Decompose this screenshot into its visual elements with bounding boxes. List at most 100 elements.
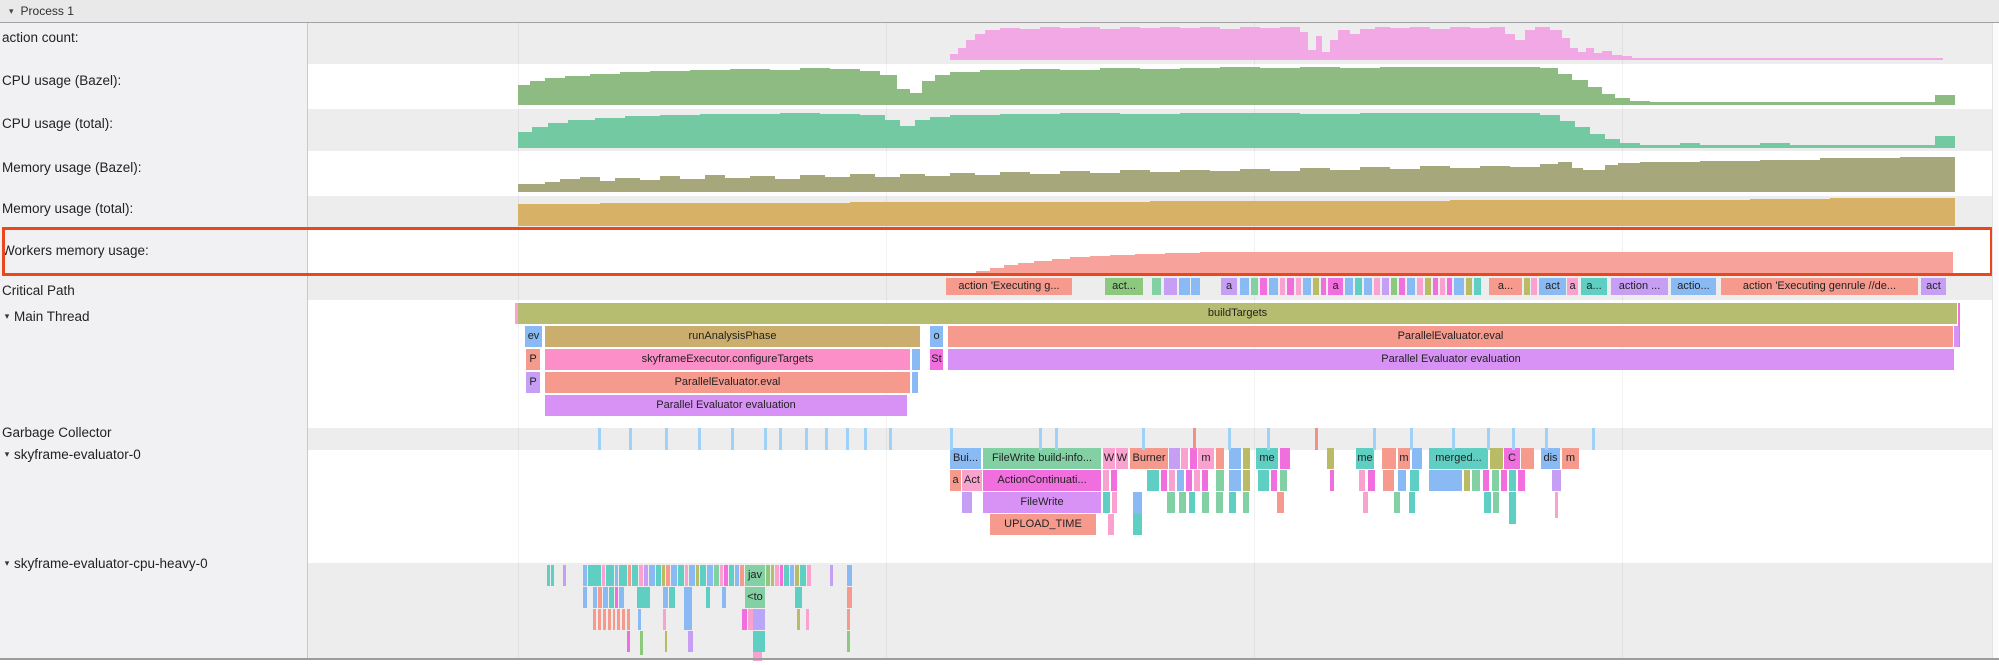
- skyframe-evaluator-cpu-heavy-0-span[interactable]: [628, 565, 631, 586]
- skyframe-evaluator-cpu-heavy-0-span[interactable]: [593, 609, 596, 630]
- track-label-skyframe-evaluator-0[interactable]: ▾ skyframe-evaluator-0: [0, 446, 300, 462]
- track-label-memory-usage-bazel[interactable]: Memory usage (Bazel):: [0, 159, 300, 175]
- skyframe-evaluator-0-span[interactable]: m: [1198, 448, 1214, 469]
- skyframe-evaluator-0-span[interactable]: [1177, 470, 1184, 491]
- skyframe-evaluator-cpu-heavy-0-span[interactable]: [632, 565, 638, 586]
- track-label-cpu-usage-bazel[interactable]: CPU usage (Bazel):: [0, 72, 300, 88]
- skyframe-evaluator-cpu-heavy-0-span[interactable]: [606, 565, 614, 586]
- skyframe-evaluator-cpu-heavy-0-span[interactable]: [775, 565, 779, 586]
- critical-path-span[interactable]: [1251, 278, 1258, 295]
- track-label-skyframe-evaluator-cpu-heavy-0[interactable]: ▾ skyframe-evaluator-cpu-heavy-0: [0, 555, 300, 571]
- gc-tick[interactable]: [1410, 428, 1413, 450]
- critical-path-span[interactable]: a...: [1489, 278, 1522, 295]
- critical-path-span[interactable]: action ...: [1611, 278, 1668, 295]
- track-label-garbage-collector[interactable]: Garbage Collector: [0, 424, 300, 440]
- critical-path-span[interactable]: [1364, 278, 1372, 295]
- critical-path-span[interactable]: [1474, 278, 1481, 295]
- skyframe-evaluator-cpu-heavy-0-span[interactable]: [615, 565, 618, 586]
- skyframe-evaluator-cpu-heavy-0-span[interactable]: [753, 631, 765, 652]
- skyframe-evaluator-cpu-heavy-0-span[interactable]: [847, 631, 850, 652]
- skyframe-evaluator-cpu-heavy-0-span[interactable]: [619, 587, 624, 608]
- vertical-scrollbar[interactable]: [1992, 23, 1999, 658]
- skyframe-evaluator-cpu-heavy-0-span[interactable]: [748, 609, 753, 630]
- critical-path-span[interactable]: action 'Executing genrule //de...: [1721, 278, 1918, 295]
- cpu-usage-total-chart[interactable]: [0, 109, 1999, 150]
- skyframe-evaluator-cpu-heavy-0-span[interactable]: [722, 587, 726, 608]
- skyframe-evaluator-cpu-heavy-0-span[interactable]: [689, 565, 695, 586]
- skyframe-evaluator-0-span[interactable]: [1229, 448, 1241, 469]
- skyframe-evaluator-cpu-heavy-0-span[interactable]: [603, 587, 608, 608]
- main-thread-span[interactable]: ParallelEvaluator.eval: [545, 372, 910, 393]
- critical-path-span[interactable]: [1391, 278, 1397, 295]
- skyframe-evaluator-cpu-heavy-0-span[interactable]: [797, 609, 800, 630]
- skyframe-evaluator-0-span[interactable]: [1472, 470, 1480, 491]
- gc-tick[interactable]: [698, 428, 701, 450]
- track-label-cpu-usage-total[interactable]: CPU usage (total):: [0, 115, 300, 131]
- critical-path-span[interactable]: [1260, 278, 1267, 295]
- skyframe-evaluator-0-span[interactable]: [1179, 492, 1186, 513]
- critical-path-span[interactable]: [1303, 278, 1311, 295]
- gc-tick[interactable]: [1487, 428, 1490, 450]
- skyframe-evaluator-cpu-heavy-0-span[interactable]: [669, 587, 675, 608]
- skyframe-evaluator-0-span[interactable]: [1280, 448, 1290, 469]
- skyframe-evaluator-0-span[interactable]: [1327, 448, 1334, 469]
- skyframe-evaluator-0-span[interactable]: [1147, 470, 1159, 491]
- skyframe-evaluator-cpu-heavy-0-span[interactable]: [720, 565, 723, 586]
- skyframe-evaluator-0-span[interactable]: [1216, 492, 1223, 513]
- skyframe-evaluator-cpu-heavy-0-span[interactable]: [800, 565, 806, 586]
- skyframe-evaluator-0-span[interactable]: [1111, 470, 1117, 491]
- critical-path-span[interactable]: [1425, 278, 1431, 295]
- critical-path-span[interactable]: [1313, 278, 1319, 295]
- track-label-memory-usage-total[interactable]: Memory usage (total):: [0, 200, 300, 216]
- skyframe-evaluator-cpu-heavy-0-span[interactable]: [615, 587, 618, 608]
- critical-path-span[interactable]: [1433, 278, 1438, 295]
- skyframe-evaluator-0-span[interactable]: [1383, 470, 1394, 491]
- skyframe-evaluator-cpu-heavy-0-span[interactable]: [706, 587, 710, 608]
- skyframe-evaluator-0-span[interactable]: [1493, 492, 1499, 513]
- skyframe-evaluator-cpu-heavy-0-span[interactable]: [662, 565, 665, 586]
- skyframe-evaluator-cpu-heavy-0-span[interactable]: [847, 609, 850, 630]
- skyframe-evaluator-0-span[interactable]: ActionContinuati...: [983, 470, 1101, 491]
- critical-path-span[interactable]: a: [1221, 278, 1237, 295]
- skyframe-evaluator-0-span[interactable]: [1363, 492, 1368, 513]
- skyframe-evaluator-cpu-heavy-0-span[interactable]: [563, 565, 566, 586]
- skyframe-evaluator-0-span[interactable]: [1202, 470, 1208, 491]
- skyframe-evaluator-0-span[interactable]: UPLOAD_TIME: [990, 514, 1096, 535]
- main-thread-span[interactable]: ParallelEvaluator.eval: [948, 326, 1953, 347]
- skyframe-evaluator-cpu-heavy-0-span[interactable]: [609, 587, 614, 608]
- skyframe-evaluator-0-span[interactable]: Burner: [1130, 448, 1168, 469]
- critical-path-span[interactable]: [1447, 278, 1452, 295]
- gc-tick[interactable]: [864, 428, 867, 450]
- skyframe-evaluator-0-span[interactable]: [1521, 448, 1534, 469]
- skyframe-evaluator-0-span[interactable]: [1429, 470, 1462, 491]
- gc-tick[interactable]: [846, 428, 849, 450]
- skyframe-evaluator-0-span[interactable]: [1492, 470, 1499, 491]
- skyframe-evaluator-cpu-heavy-0-span[interactable]: [663, 587, 668, 608]
- skyframe-evaluator-0-span[interactable]: [1229, 470, 1241, 491]
- skyframe-evaluator-0-span[interactable]: [1509, 470, 1516, 491]
- collapse-arrow-icon[interactable]: ▾: [4, 310, 10, 321]
- skyframe-evaluator-cpu-heavy-0-span[interactable]: [678, 565, 684, 586]
- skyframe-evaluator-cpu-heavy-0-span[interactable]: [742, 609, 747, 630]
- skyframe-evaluator-0-span[interactable]: [1394, 492, 1400, 513]
- skyframe-evaluator-0-span[interactable]: [1229, 492, 1236, 513]
- critical-path-span[interactable]: [1191, 278, 1200, 295]
- skyframe-evaluator-cpu-heavy-0-span[interactable]: [551, 565, 554, 586]
- skyframe-evaluator-0-span[interactable]: me: [1356, 448, 1374, 469]
- critical-path-span[interactable]: [1440, 278, 1445, 295]
- gc-tick[interactable]: [1267, 428, 1270, 450]
- skyframe-evaluator-cpu-heavy-0-span[interactable]: [753, 609, 765, 630]
- main-thread-span[interactable]: St: [930, 349, 943, 370]
- critical-path-span[interactable]: [1407, 278, 1415, 295]
- skyframe-evaluator-0-span[interactable]: W: [1116, 448, 1128, 469]
- critical-path-span[interactable]: actio...: [1671, 278, 1716, 295]
- skyframe-evaluator-0-span[interactable]: [1103, 492, 1110, 513]
- gc-tick[interactable]: [731, 428, 734, 450]
- skyframe-evaluator-0-span[interactable]: [962, 492, 972, 513]
- gc-tick[interactable]: [1039, 428, 1042, 450]
- skyframe-evaluator-0-span[interactable]: [1216, 448, 1224, 469]
- skyframe-evaluator-cpu-heavy-0-span[interactable]: [753, 652, 762, 661]
- main-thread-span[interactable]: Parallel Evaluator evaluation: [545, 395, 907, 416]
- critical-path-span[interactable]: a: [1328, 278, 1343, 295]
- skyframe-evaluator-cpu-heavy-0-span[interactable]: [608, 609, 611, 630]
